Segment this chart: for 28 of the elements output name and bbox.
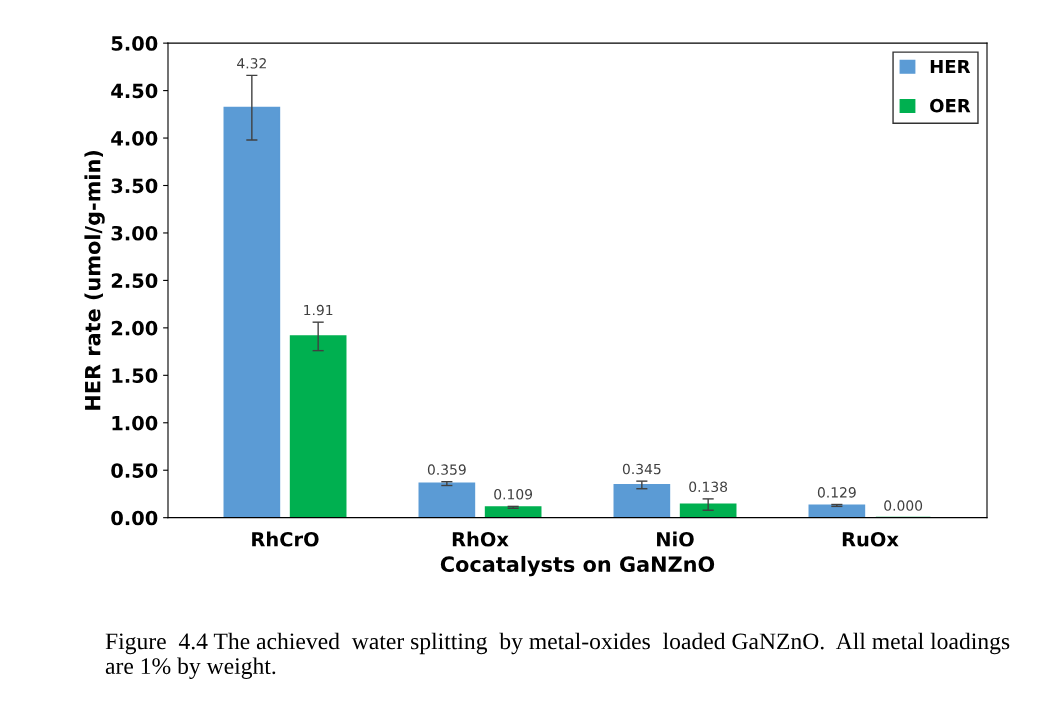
data-label: 0.000 xyxy=(884,500,923,511)
y-tick-label: 3.50 xyxy=(111,178,158,194)
y-tick-label: 4.50 xyxy=(111,83,158,99)
y-tick-label: 0.00 xyxy=(111,510,158,526)
data-label: 0.345 xyxy=(622,463,661,475)
data-label: 0.359 xyxy=(427,464,466,475)
x-tick-label: RhOx xyxy=(452,531,509,547)
data-label: 4.32 xyxy=(237,58,266,69)
x-tick-label: NiO xyxy=(657,531,694,547)
y-tick-label: 0.50 xyxy=(111,463,158,478)
data-label: 0.129 xyxy=(817,487,856,498)
data-label: 1.91 xyxy=(304,304,333,316)
data-label: 0.109 xyxy=(494,489,533,500)
x-tick-label: RuOx xyxy=(842,531,899,547)
caption: Figure 4.4 The achieved water splitting by metal-oxides loaded GaNZnO. All metal loadings are 1% by weight. xyxy=(105,632,1010,679)
y-tick-label: 1.00 xyxy=(112,415,158,431)
legend-label: OER xyxy=(930,98,971,113)
x-tick-label: RhCrO xyxy=(252,531,319,547)
x-axis-title: Cocatalysts on GaNZnO xyxy=(440,555,715,577)
y-axis-title: HER rate (umol/g-min) xyxy=(84,150,105,410)
data-label: 0.138 xyxy=(689,481,728,493)
y-tick-label: 2.00 xyxy=(111,320,158,336)
y-tick-label: 4.00 xyxy=(111,131,158,146)
y-tick-label: 2.50 xyxy=(111,273,158,289)
y-tick-label: 5.00 xyxy=(111,36,158,51)
y-tick-label: 3.00 xyxy=(111,225,158,241)
y-tick-label: 1.50 xyxy=(112,368,158,383)
legend-label: HER xyxy=(930,59,971,74)
